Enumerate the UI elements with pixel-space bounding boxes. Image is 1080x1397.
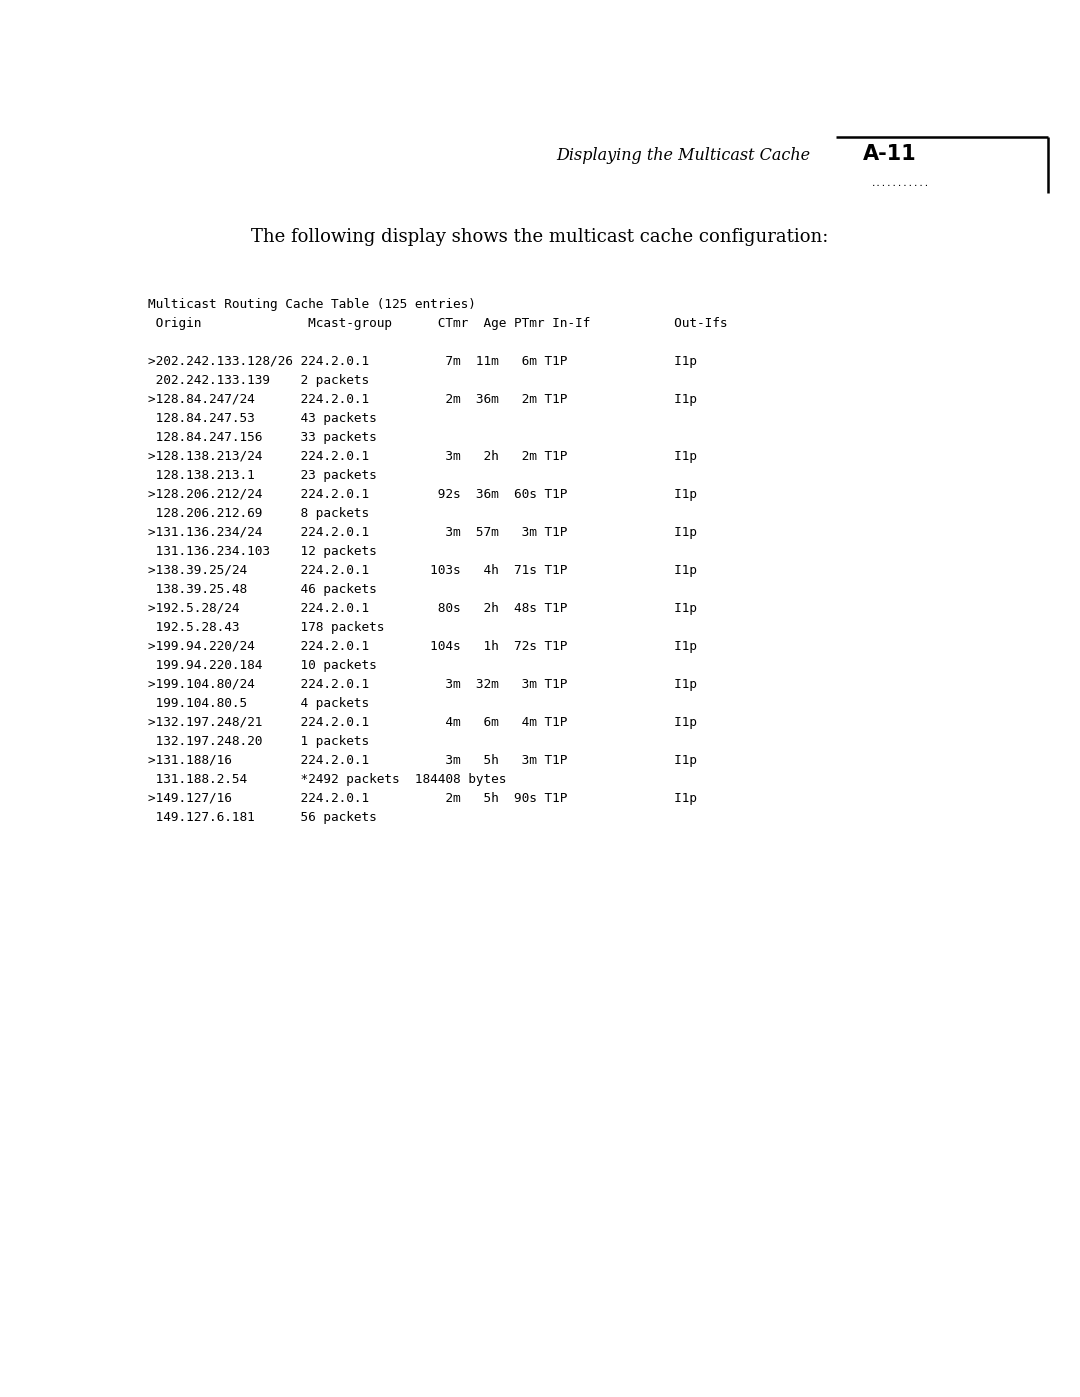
Text: Displaying the Multicast Cache: Displaying the Multicast Cache (556, 147, 810, 163)
Text: The following display shows the multicast cache configuration:: The following display shows the multicas… (252, 228, 828, 246)
Text: >199.104.80/24      224.2.0.1          3m  32m   3m T1P              I1p: >199.104.80/24 224.2.0.1 3m 32m 3m T1P I… (148, 678, 697, 692)
Text: >131.188/16         224.2.0.1          3m   5h   3m T1P              I1p: >131.188/16 224.2.0.1 3m 5h 3m T1P I1p (148, 754, 697, 767)
Text: 128.84.247.53      43 packets: 128.84.247.53 43 packets (148, 412, 377, 425)
Text: >132.197.248/21     224.2.0.1          4m   6m   4m T1P              I1p: >132.197.248/21 224.2.0.1 4m 6m 4m T1P I… (148, 717, 697, 729)
Text: >149.127/16         224.2.0.1          2m   5h  90s T1P              I1p: >149.127/16 224.2.0.1 2m 5h 90s T1P I1p (148, 792, 697, 805)
Text: >128.206.212/24     224.2.0.1         92s  36m  60s T1P              I1p: >128.206.212/24 224.2.0.1 92s 36m 60s T1… (148, 488, 697, 502)
Text: 202.242.133.139    2 packets: 202.242.133.139 2 packets (148, 374, 369, 387)
Text: >202.242.133.128/26 224.2.0.1          7m  11m   6m T1P              I1p: >202.242.133.128/26 224.2.0.1 7m 11m 6m … (148, 355, 697, 367)
Text: A-11: A-11 (863, 144, 917, 163)
Text: 149.127.6.181      56 packets: 149.127.6.181 56 packets (148, 812, 377, 824)
Text: 128.206.212.69     8 packets: 128.206.212.69 8 packets (148, 507, 369, 520)
Text: >138.39.25/24       224.2.0.1        103s   4h  71s T1P              I1p: >138.39.25/24 224.2.0.1 103s 4h 71s T1P … (148, 564, 697, 577)
Text: 131.188.2.54       *2492 packets  184408 bytes: 131.188.2.54 *2492 packets 184408 bytes (148, 773, 507, 787)
Text: 132.197.248.20     1 packets: 132.197.248.20 1 packets (148, 735, 369, 747)
Text: >128.84.247/24      224.2.0.1          2m  36m   2m T1P              I1p: >128.84.247/24 224.2.0.1 2m 36m 2m T1P I… (148, 393, 697, 407)
Text: 131.136.234.103    12 packets: 131.136.234.103 12 packets (148, 545, 377, 557)
Text: 199.104.80.5       4 packets: 199.104.80.5 4 packets (148, 697, 369, 710)
Text: >128.138.213/24     224.2.0.1          3m   2h   2m T1P              I1p: >128.138.213/24 224.2.0.1 3m 2h 2m T1P I… (148, 450, 697, 462)
Text: >199.94.220/24      224.2.0.1        104s   1h  72s T1P              I1p: >199.94.220/24 224.2.0.1 104s 1h 72s T1P… (148, 640, 697, 652)
Text: >131.136.234/24     224.2.0.1          3m  57m   3m T1P              I1p: >131.136.234/24 224.2.0.1 3m 57m 3m T1P … (148, 527, 697, 539)
Text: 199.94.220.184     10 packets: 199.94.220.184 10 packets (148, 659, 377, 672)
Text: Multicast Routing Cache Table (125 entries): Multicast Routing Cache Table (125 entri… (148, 298, 476, 312)
Text: 128.84.247.156     33 packets: 128.84.247.156 33 packets (148, 432, 377, 444)
Text: 128.138.213.1      23 packets: 128.138.213.1 23 packets (148, 469, 377, 482)
Text: >192.5.28/24        224.2.0.1         80s   2h  48s T1P              I1p: >192.5.28/24 224.2.0.1 80s 2h 48s T1P I1… (148, 602, 697, 615)
Text: Origin              Mcast-group      CTmr  Age PTmr In-If           Out-Ifs: Origin Mcast-group CTmr Age PTmr In-If O… (148, 317, 728, 330)
Text: 192.5.28.43        178 packets: 192.5.28.43 178 packets (148, 622, 384, 634)
Text: ...........: ........... (870, 179, 930, 187)
Text: 138.39.25.48       46 packets: 138.39.25.48 46 packets (148, 583, 377, 597)
